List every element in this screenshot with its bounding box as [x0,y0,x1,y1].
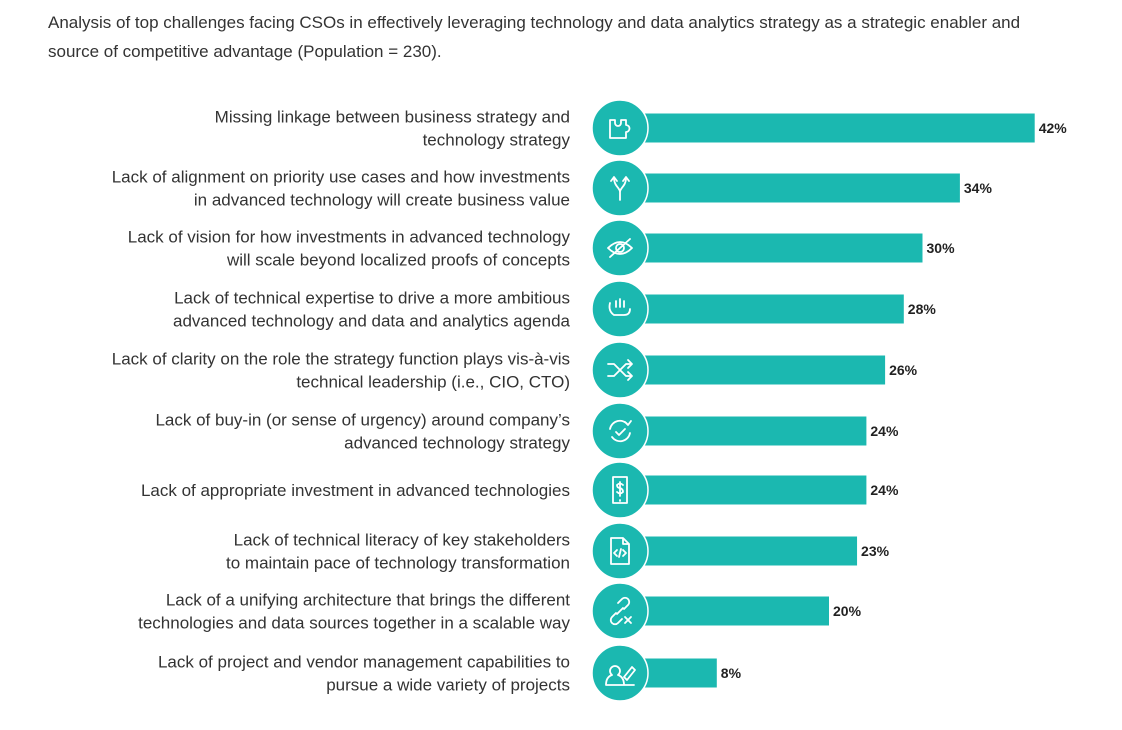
value-label: 26% [889,362,918,378]
bar [620,596,829,626]
bar-row: 30% Lack of vision for how investments in… [128,219,956,277]
icon-circle [591,402,649,460]
category-label: Missing linkage between business strateg… [215,108,570,127]
value-label: 34% [964,180,993,196]
bar-row: 28% Lack of technical expertise to drive … [173,280,937,338]
bar-row: 20% Lack of a unifying architecture that … [138,582,862,640]
icon-circle [591,99,649,157]
value-label: 42% [1039,120,1068,136]
category-label: Lack of technical literacy of key stakeh… [234,531,570,550]
category-label: in advanced technology will create busin… [194,191,570,210]
split-arrows-icon [610,176,630,201]
category-label: technologies and data sources together i… [138,614,570,633]
puzzle-icon [609,119,631,139]
category-label: pursue a wide variety of projects [326,676,570,695]
bar-row: 24% Lack of appropriate investment in adv… [141,461,899,519]
bar-row: 23% Lack of technical literacy of key sta… [226,522,890,580]
category-label: technology strategy [423,131,571,150]
icon-circle [591,159,649,217]
category-label: Lack of appropriate investment in advanc… [141,481,570,500]
bar [620,475,867,505]
category-label: will scale beyond localized proofs of co… [226,251,570,270]
category-label: to maintain pace of technology transform… [226,554,570,573]
chart-title: Analysis of top challenges facing CSOs i… [48,13,1021,61]
broken-link-icon [609,596,632,626]
refresh-check-icon [609,419,632,443]
person-pen-icon [605,665,636,686]
value-label: 24% [870,482,899,498]
phone-dollar-icon [612,476,628,504]
code-file-icon [610,537,630,565]
bar [620,536,858,566]
bar [620,416,867,446]
bar [620,173,960,203]
bar [620,113,1035,143]
shuffle-icon [607,359,633,381]
bar-row: 34% Lack of alignment on priority use cas… [112,159,993,217]
value-label: 20% [833,603,862,619]
category-label: Lack of a unifying architecture that bri… [166,591,570,610]
bar-row: 8% Lack of project and vendor management … [158,644,742,702]
value-label: 23% [861,543,890,559]
bar-row: 26% Lack of clarity on the role the strat… [112,341,918,399]
category-label: Lack of project and vendor management ca… [158,653,570,672]
bar [620,233,923,263]
hand-icon [608,298,631,316]
category-label: advanced technology strategy [344,434,570,453]
category-label: Lack of buy-in (or sense of urgency) aro… [155,411,570,430]
bar-row: 24% Lack of buy-in (or sense of urgency) … [155,402,899,460]
bar [620,355,886,385]
value-label: 8% [721,665,742,681]
bar-row: 42% Missing linkage between business stra… [215,99,1068,157]
value-label: 24% [870,423,899,439]
category-label: Lack of clarity on the role the strategy… [112,350,570,369]
category-label: Lack of technical expertise to drive a m… [174,289,570,308]
category-label: technical leadership (i.e., CIO, CTO) [296,373,570,392]
eye-slash-icon [607,238,633,258]
value-label: 28% [908,301,937,317]
bar [620,294,904,324]
value-label: 30% [927,240,956,256]
category-label: advanced technology and data and analyti… [173,312,571,331]
category-label: Lack of vision for how investments in ad… [128,228,571,247]
category-label: Lack of alignment on priority use cases … [112,168,570,187]
icon-circle [591,280,649,338]
